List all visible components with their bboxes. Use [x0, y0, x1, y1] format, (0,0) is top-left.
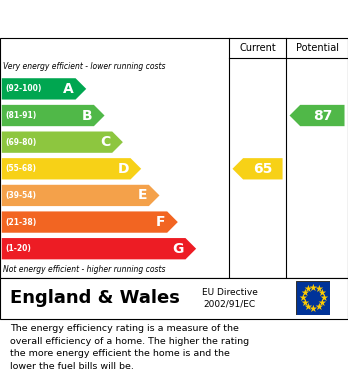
- Text: G: G: [172, 242, 184, 256]
- Text: 65: 65: [253, 162, 272, 176]
- Text: ★: ★: [304, 302, 313, 312]
- Text: A: A: [63, 82, 74, 96]
- Text: F: F: [156, 215, 165, 229]
- Polygon shape: [2, 158, 141, 179]
- Text: (92-100): (92-100): [5, 84, 42, 93]
- Text: ★: ★: [299, 293, 307, 303]
- Text: ★: ★: [309, 303, 318, 314]
- Text: The energy efficiency rating is a measure of the
overall efficiency of a home. T: The energy efficiency rating is a measur…: [10, 324, 250, 371]
- Polygon shape: [2, 238, 196, 259]
- Text: ★: ★: [300, 288, 309, 298]
- Polygon shape: [232, 158, 283, 179]
- Text: C: C: [100, 135, 110, 149]
- Text: (39-54): (39-54): [5, 191, 36, 200]
- Text: (1-20): (1-20): [5, 244, 31, 253]
- Text: E: E: [137, 188, 147, 203]
- Text: (21-38): (21-38): [5, 217, 37, 226]
- Text: ★: ★: [314, 302, 323, 312]
- Polygon shape: [2, 131, 123, 153]
- Text: Very energy efficient - lower running costs: Very energy efficient - lower running co…: [3, 63, 166, 72]
- Text: ★: ★: [300, 298, 309, 308]
- Polygon shape: [2, 212, 178, 233]
- Text: EU Directive
2002/91/EC: EU Directive 2002/91/EC: [202, 288, 258, 308]
- Text: Not energy efficient - higher running costs: Not energy efficient - higher running co…: [3, 265, 166, 274]
- Polygon shape: [290, 105, 345, 126]
- Text: England & Wales: England & Wales: [10, 289, 180, 307]
- Text: (81-91): (81-91): [5, 111, 37, 120]
- Text: Energy Efficiency Rating: Energy Efficiency Rating: [10, 10, 239, 28]
- Text: 87: 87: [313, 109, 332, 122]
- Polygon shape: [2, 185, 159, 206]
- Text: (69-80): (69-80): [5, 138, 37, 147]
- Text: ★: ★: [309, 283, 318, 293]
- Polygon shape: [2, 105, 104, 126]
- Text: (55-68): (55-68): [5, 164, 36, 173]
- Text: B: B: [81, 109, 92, 122]
- Polygon shape: [2, 78, 86, 100]
- Text: D: D: [117, 162, 129, 176]
- Text: ★: ★: [319, 293, 328, 303]
- Text: ★: ★: [318, 298, 326, 308]
- Text: ★: ★: [314, 284, 323, 294]
- Text: Current: Current: [239, 43, 276, 53]
- Text: ★: ★: [318, 288, 326, 298]
- Text: ★: ★: [304, 284, 313, 294]
- Text: Potential: Potential: [295, 43, 339, 53]
